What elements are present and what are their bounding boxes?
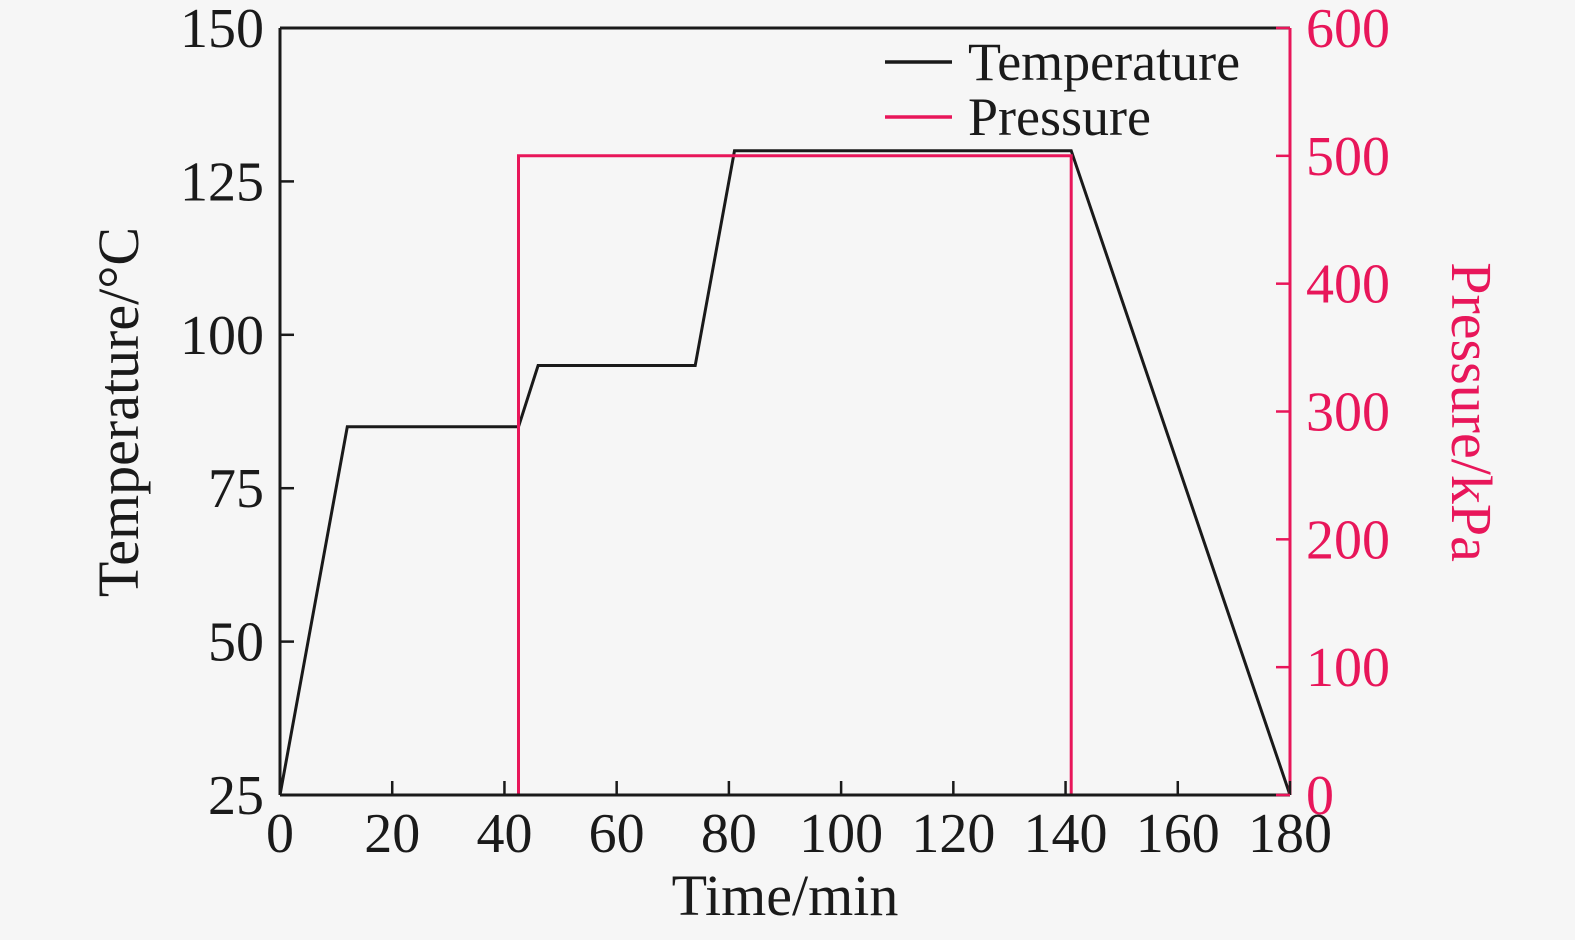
x-tick-label: 120 xyxy=(911,803,995,865)
pressure-line xyxy=(280,154,1290,797)
x-tick-label: 100 xyxy=(799,803,883,865)
right-y-tick-label: 300 xyxy=(1306,382,1390,444)
x-tick-label: 180 xyxy=(1248,803,1332,865)
right-y-tick-label: 200 xyxy=(1306,509,1390,571)
right-y-tick-label: 100 xyxy=(1306,637,1390,699)
left-axis-label: Temperature/°C xyxy=(86,227,151,597)
right-y-tick-label: 400 xyxy=(1306,254,1390,316)
right-y-tick-label: 500 xyxy=(1306,126,1390,188)
x-tick-label: 140 xyxy=(1024,803,1108,865)
axes-layer: 0 20 40 60 80 100 120 140 160 180 25 50 75 100 125 150 0… xyxy=(180,0,1390,865)
x-tick-label: 160 xyxy=(1136,803,1220,865)
left-y-tick-label: 125 xyxy=(180,151,264,213)
left-y-tick-label: 150 xyxy=(180,0,264,60)
left-y-tick-label: 25 xyxy=(208,765,264,827)
x-tick-label: 40 xyxy=(476,803,532,865)
legend-label-temperature: Temperature xyxy=(968,32,1240,92)
x-tick-label: 60 xyxy=(589,803,645,865)
right-y-tick-label: 0 xyxy=(1306,765,1334,827)
left-y-tick-label: 50 xyxy=(208,612,264,674)
x-tick-label: 0 xyxy=(266,803,294,865)
right-y-tick-label: 600 xyxy=(1306,0,1390,60)
series-layer xyxy=(278,149,1292,797)
x-axis-label: Time/min xyxy=(672,863,899,928)
right-axis-label: Pressure/kPa xyxy=(1439,262,1504,562)
legend-label-pressure: Pressure xyxy=(968,87,1151,147)
temperature-line xyxy=(278,149,1292,796)
x-tick-label: 20 xyxy=(364,803,420,865)
x-tick-label: 80 xyxy=(701,803,757,865)
left-y-tick-label: 75 xyxy=(208,458,264,520)
left-y-tick-label: 100 xyxy=(180,305,264,367)
